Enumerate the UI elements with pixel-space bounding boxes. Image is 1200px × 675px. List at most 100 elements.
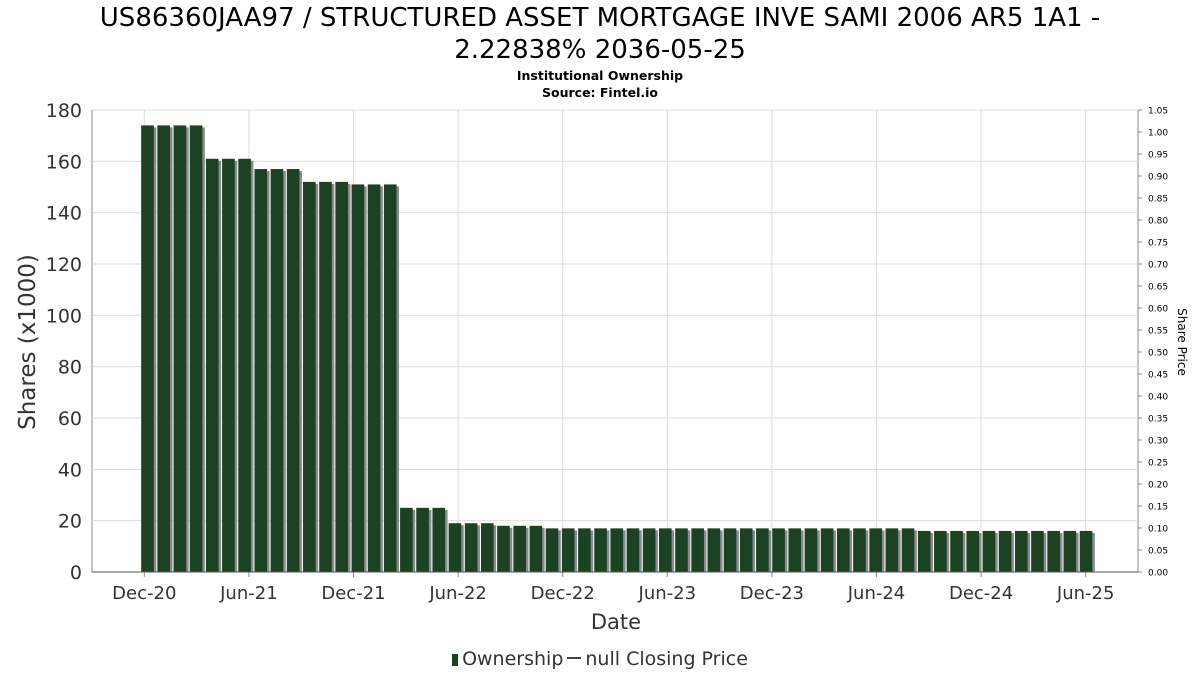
ownership-bar bbox=[351, 184, 365, 572]
y-tick-label: 80 bbox=[58, 357, 82, 379]
chart-legend: Ownership null Closing Price bbox=[0, 648, 1200, 670]
ownership-bar bbox=[157, 125, 170, 573]
ownership-bar bbox=[319, 181, 332, 572]
x-tick-label: Jun-21 bbox=[219, 583, 278, 604]
x-tick-label: Dec-23 bbox=[740, 583, 804, 604]
y2-tick-label: 0.25 bbox=[1148, 459, 1168, 469]
ownership-bar bbox=[1047, 530, 1060, 572]
price-legend-label: null Closing Price bbox=[585, 648, 748, 670]
ownership-bar bbox=[756, 528, 769, 572]
ownership-bar bbox=[205, 158, 219, 572]
x-axis-label: Date bbox=[591, 610, 641, 634]
y-tick-label: 40 bbox=[58, 459, 82, 481]
ownership-bar bbox=[400, 507, 413, 572]
y-tick-label: 180 bbox=[46, 100, 82, 122]
ownership-bar bbox=[998, 530, 1012, 572]
ownership-bar bbox=[1063, 530, 1077, 572]
bar-layer bbox=[141, 125, 1095, 573]
y-tick-label: 140 bbox=[46, 203, 82, 225]
ownership-bar bbox=[464, 523, 478, 572]
ownership-bar bbox=[804, 528, 818, 572]
ownership-bar bbox=[950, 530, 963, 572]
y-tick-label: 20 bbox=[58, 511, 82, 533]
ownership-bar bbox=[1014, 530, 1028, 572]
ownership-bar bbox=[335, 181, 348, 572]
ownership-bar bbox=[723, 528, 737, 572]
ownership-bar bbox=[675, 528, 688, 572]
ownership-bar bbox=[448, 523, 462, 572]
y-tick-label: 120 bbox=[46, 254, 82, 276]
y-axis-label: Shares (x1000) bbox=[15, 254, 41, 430]
price-legend-line bbox=[567, 657, 582, 659]
y2-tick-label: 0.90 bbox=[1148, 173, 1168, 183]
y2-tick-label: 0.50 bbox=[1148, 349, 1168, 359]
ownership-legend-swatch bbox=[452, 654, 459, 666]
ownership-bar bbox=[885, 528, 899, 572]
y2-tick-label: 1.00 bbox=[1148, 129, 1168, 139]
ownership-bar bbox=[513, 525, 526, 572]
ownership-bar bbox=[610, 528, 624, 572]
ownership-bar bbox=[367, 184, 381, 572]
y2-tick-label: 0.65 bbox=[1148, 283, 1168, 293]
chart-source: Source: Fintel.io bbox=[542, 85, 658, 100]
ownership-legend-label: Ownership bbox=[462, 648, 564, 670]
ownership-bar bbox=[739, 528, 753, 572]
ownership-bar bbox=[173, 125, 187, 573]
ownership-bar bbox=[707, 528, 721, 572]
y2-tick-label: 0.80 bbox=[1148, 217, 1168, 227]
ownership-bar bbox=[934, 530, 947, 572]
ownership-bar bbox=[658, 528, 672, 572]
x-tick-label: Dec-24 bbox=[949, 583, 1013, 604]
ownership-bar bbox=[901, 528, 915, 572]
ownership-bar bbox=[545, 528, 559, 572]
ownership-bar bbox=[772, 528, 785, 572]
ownership-bar bbox=[642, 528, 656, 572]
ownership-bar bbox=[141, 125, 154, 573]
y2-tick-label: 0.85 bbox=[1148, 195, 1168, 205]
ownership-bar bbox=[1031, 530, 1044, 572]
ownership-bar bbox=[383, 184, 397, 572]
x-tick-label: Dec-20 bbox=[112, 583, 176, 604]
ownership-bar bbox=[1079, 530, 1093, 572]
y2-tick-label: 0.75 bbox=[1148, 239, 1168, 249]
ownership-bar bbox=[594, 528, 607, 572]
x-tick-label: Jun-25 bbox=[1056, 583, 1115, 604]
y2-tick-label: 0.60 bbox=[1148, 305, 1168, 315]
ownership-bar bbox=[302, 181, 316, 572]
ownership-bar bbox=[626, 528, 640, 572]
ownership-bar bbox=[529, 525, 543, 572]
y2-tick-label: 0.05 bbox=[1148, 547, 1168, 557]
chart-title-line-1: US86360JAA97 / STRUCTURED ASSET MORTGAGE… bbox=[99, 3, 1101, 33]
x-tick-label: Dec-22 bbox=[531, 583, 595, 604]
ownership-bar bbox=[286, 169, 300, 573]
y-tick-label: 160 bbox=[46, 151, 82, 173]
ownership-bar bbox=[189, 125, 203, 573]
x-tick-label: Dec-21 bbox=[321, 583, 385, 604]
ownership-bar bbox=[853, 528, 866, 572]
ownership-bar bbox=[578, 528, 591, 572]
y2-tick-label: 0.10 bbox=[1148, 525, 1168, 535]
axis-layer: 0 20 40 60 80 100 120 140 160 180 0.00 0.05 0.10 0.15… bbox=[46, 100, 1169, 604]
y-tick-label: 100 bbox=[46, 305, 82, 327]
y2-tick-label: 0.55 bbox=[1148, 327, 1168, 337]
y2-tick-label: 0.40 bbox=[1148, 393, 1168, 403]
ownership-bar bbox=[432, 507, 446, 572]
y2-tick-label: 0.45 bbox=[1148, 371, 1168, 381]
ownership-bar bbox=[497, 525, 510, 572]
ownership-bar bbox=[480, 523, 494, 572]
ownership-bar bbox=[416, 507, 429, 572]
y2-tick-label: 1.05 bbox=[1148, 107, 1168, 117]
ownership-bar bbox=[691, 528, 704, 572]
ownership-bar bbox=[788, 528, 802, 572]
x-tick-label: Jun-22 bbox=[428, 583, 487, 604]
ownership-bar bbox=[917, 530, 931, 572]
y2-tick-label: 0.00 bbox=[1148, 569, 1168, 579]
ownership-bar bbox=[238, 158, 251, 572]
y2-tick-label: 0.15 bbox=[1148, 503, 1168, 513]
y-tick-label: 0 bbox=[70, 562, 82, 584]
y-tick-label: 60 bbox=[58, 408, 82, 430]
y2-tick-label: 0.35 bbox=[1148, 415, 1168, 425]
ownership-bar bbox=[561, 528, 575, 572]
ownership-bar bbox=[222, 158, 235, 572]
